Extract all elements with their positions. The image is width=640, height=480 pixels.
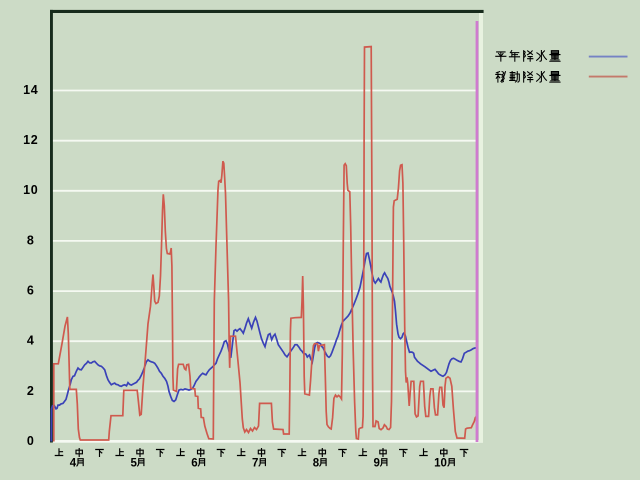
svg-text:14: 14 bbox=[23, 83, 38, 97]
svg-text:4: 4 bbox=[70, 457, 77, 469]
svg-text:7: 7 bbox=[252, 457, 258, 469]
svg-text:5: 5 bbox=[130, 457, 137, 469]
svg-text:6: 6 bbox=[27, 284, 35, 298]
svg-text:8: 8 bbox=[313, 457, 320, 469]
svg-text:2: 2 bbox=[27, 384, 35, 398]
svg-text:10: 10 bbox=[23, 183, 38, 197]
svg-text:12: 12 bbox=[23, 133, 38, 147]
svg-text:0: 0 bbox=[27, 434, 35, 448]
svg-text:9: 9 bbox=[373, 457, 379, 469]
svg-text:6: 6 bbox=[191, 457, 197, 469]
svg-text:10: 10 bbox=[434, 457, 447, 469]
svg-text:8: 8 bbox=[27, 233, 35, 247]
svg-text:4: 4 bbox=[27, 334, 35, 348]
